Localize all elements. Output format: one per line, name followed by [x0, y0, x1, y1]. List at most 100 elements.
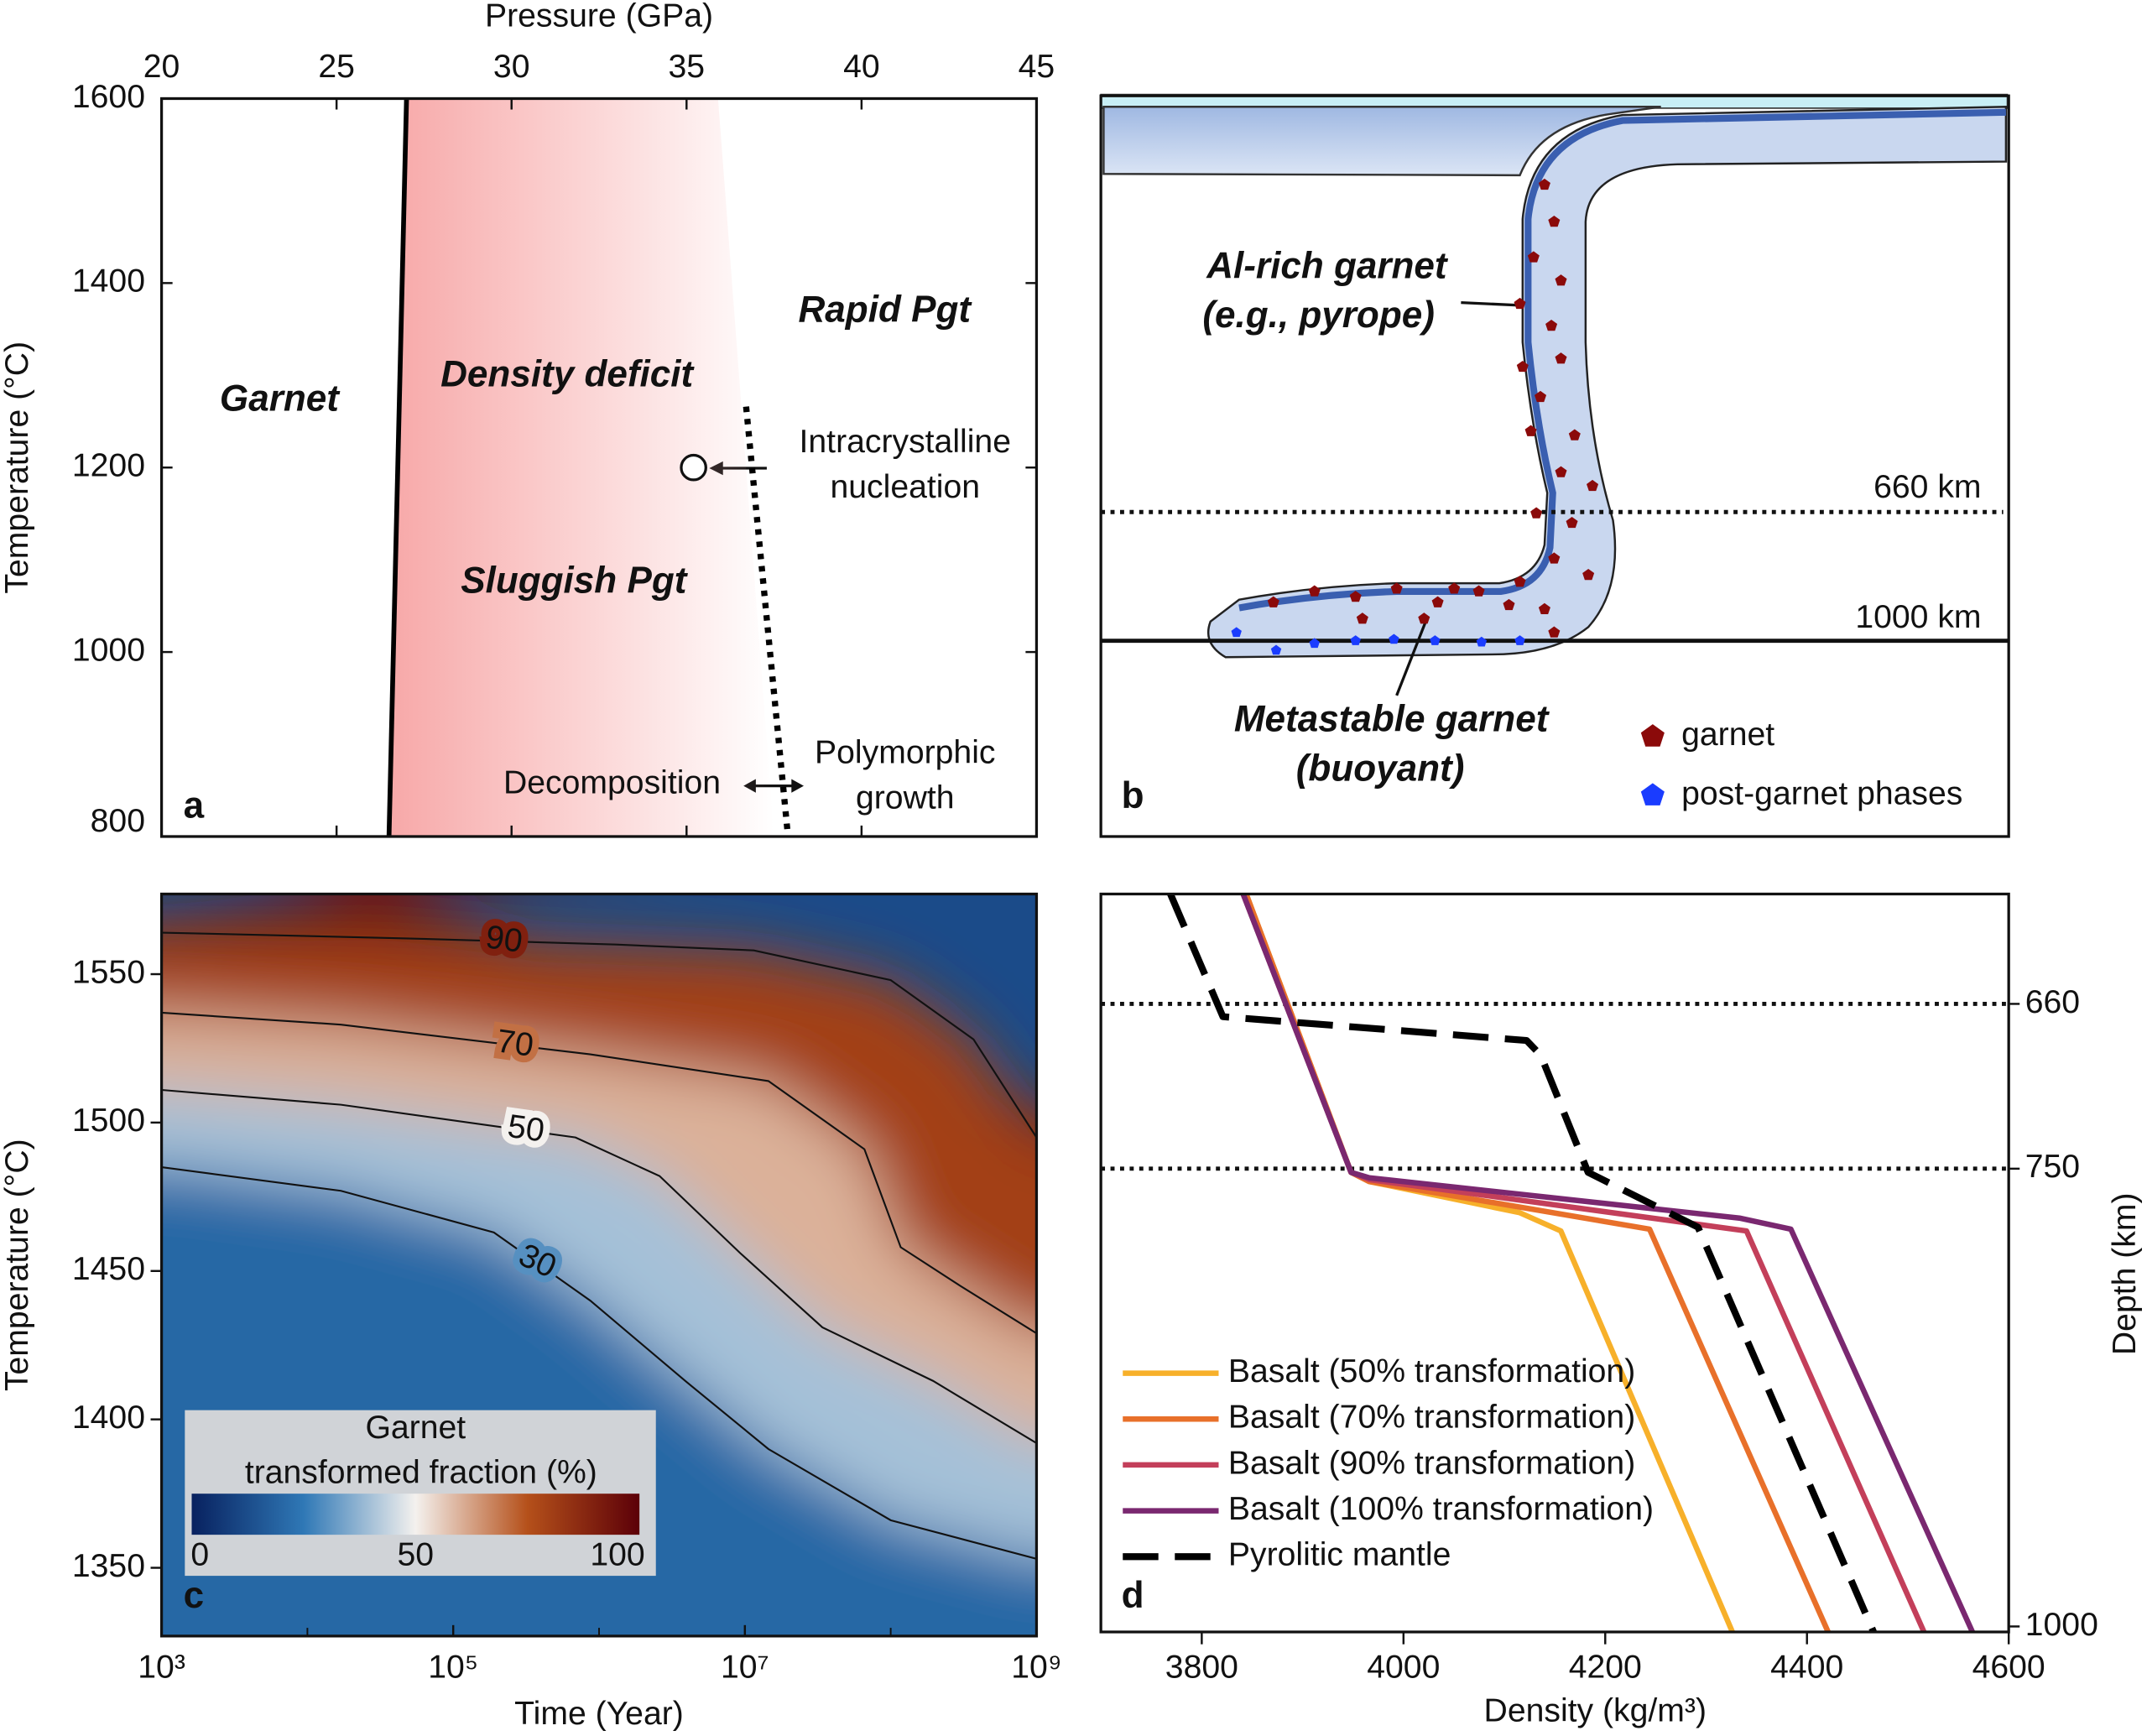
panel-label: c [184, 1575, 205, 1616]
post-garnet-grain [1389, 633, 1399, 644]
x-tick-label: 25 [318, 49, 355, 85]
legend-label: Basalt (50% transformation) [1228, 1353, 1635, 1389]
x-tick-label: 10⁷ [721, 1649, 769, 1685]
garnet-grain [1503, 598, 1515, 611]
garnet-grain [1514, 297, 1526, 310]
series-line [1167, 892, 1877, 1634]
garnet-grain [1548, 215, 1561, 227]
legend-label: Pyrolitic mantle [1228, 1537, 1451, 1573]
colorbar-tick-label: 100 [590, 1537, 644, 1573]
garnet-grain [1516, 360, 1529, 373]
y-axis-label: Temperature (°C) [0, 1139, 35, 1391]
panel-label: b [1122, 775, 1144, 816]
x-tick-label: 4000 [1367, 1649, 1440, 1685]
annotation: Al-rich garnet [1206, 245, 1449, 286]
legend-label: post-garnet phases [1681, 775, 1962, 811]
annotation: (buoyant) [1296, 748, 1465, 789]
density-deficit-region [388, 98, 774, 837]
colorbar-box [185, 1410, 656, 1577]
phase-boundary [386, 98, 409, 837]
contour-line [161, 1011, 1037, 1335]
y-tick-label: 750 [2025, 1149, 2080, 1185]
post-garnet-grain [1270, 644, 1282, 655]
legend-swatch [1640, 724, 1665, 747]
y-tick-label: 1000 [72, 632, 145, 668]
y-tick-label: 660 [2025, 984, 2080, 1020]
annotation: Density deficit [440, 353, 695, 394]
garnet-grain [1568, 429, 1581, 441]
contour-line [161, 1165, 1037, 1560]
x-tick-label: 10³ [138, 1649, 185, 1685]
garnet-grain [1267, 596, 1279, 607]
annotation: Decomposition [503, 764, 721, 800]
series-line [1240, 893, 1975, 1634]
heat-band [161, 1089, 1037, 1559]
garnet-grain [1548, 552, 1561, 564]
y-tick-label: 1500 [72, 1103, 145, 1139]
garnet-grain [1527, 251, 1540, 263]
legend-label: Basalt (70% transformation) [1228, 1400, 1635, 1436]
x-axis-label: Density (kg/m³) [1484, 1693, 1707, 1729]
contour-line [161, 1088, 1037, 1444]
plot-frame [1099, 94, 2010, 838]
x-axis-label: Time (Year) [514, 1696, 684, 1732]
garnet-grain [1356, 613, 1368, 624]
annotation: Rapid Pgt [798, 289, 972, 331]
y-axis-label: Temperature (°C) [0, 341, 35, 594]
x-tick-label: 45 [1019, 49, 1055, 85]
post-garnet-grain [1350, 635, 1361, 645]
garnet-grain [1555, 352, 1567, 364]
legend-label: Basalt (90% transformation) [1228, 1445, 1635, 1481]
y-tick-label: 1200 [72, 448, 145, 484]
annotation: growth [856, 779, 955, 816]
y-axis-label: Depth (km) [2107, 1192, 2143, 1355]
legend-swatch [1640, 783, 1665, 805]
plot-frame [1099, 892, 2010, 1634]
garnet-grain [1530, 507, 1543, 519]
colorbar-title: Garnet [365, 1410, 466, 1446]
legend-label: garnet [1681, 717, 1774, 753]
annotation: Polymorphic [815, 734, 995, 770]
y-tick-label: 1400 [72, 263, 145, 300]
x-tick-label: 40 [843, 49, 880, 85]
garnet-grain [1587, 479, 1599, 492]
post-garnet-grain [1514, 635, 1525, 645]
depth-label: 1000 km [1855, 599, 1981, 635]
y-tick-label: 1450 [72, 1251, 145, 1287]
annotation: Intracrystalline [800, 424, 1011, 460]
colorbar [191, 1494, 640, 1535]
panel-label: a [184, 785, 205, 826]
heatmap [161, 894, 1037, 1636]
heat-band [161, 1013, 1037, 1443]
annotation: Sluggish Pgt [461, 560, 689, 602]
x-tick-label: 10⁹ [1011, 1649, 1061, 1685]
x-tick-label: 10⁵ [428, 1649, 478, 1685]
garnet-grain [1524, 425, 1537, 436]
y-tick-label: 1550 [72, 954, 145, 990]
garnet-grain [1534, 390, 1547, 403]
y-tick-label: 1600 [72, 79, 145, 115]
x-tick-label: 30 [493, 49, 530, 85]
nucleation-point [680, 453, 707, 482]
x-tick-label: 35 [669, 49, 706, 85]
colorbar-tick-label: 50 [398, 1537, 435, 1573]
x-tick-label: 4600 [1972, 1649, 2045, 1685]
annotation: (e.g., pyrope) [1202, 295, 1435, 336]
garnet-grain [1555, 274, 1567, 286]
legend-label: Basalt (100% transformation) [1228, 1491, 1654, 1527]
contour-line [161, 931, 1037, 1139]
garnet-grain [1548, 626, 1561, 638]
y-tick-label: 1350 [72, 1548, 145, 1584]
garnet-grain [1349, 591, 1362, 602]
y-tick-label: 1400 [72, 1400, 145, 1436]
garnet-grain [1538, 178, 1550, 190]
x-tick-label: 4400 [1770, 1649, 1843, 1685]
x-tick-label: 4200 [1569, 1649, 1642, 1685]
annotation: Metastable garnet [1234, 699, 1550, 740]
heat-band [161, 932, 1037, 1334]
annotation: Garnet [220, 378, 341, 420]
annotation: nucleation [830, 469, 980, 505]
x-tick-label: 20 [143, 49, 180, 85]
